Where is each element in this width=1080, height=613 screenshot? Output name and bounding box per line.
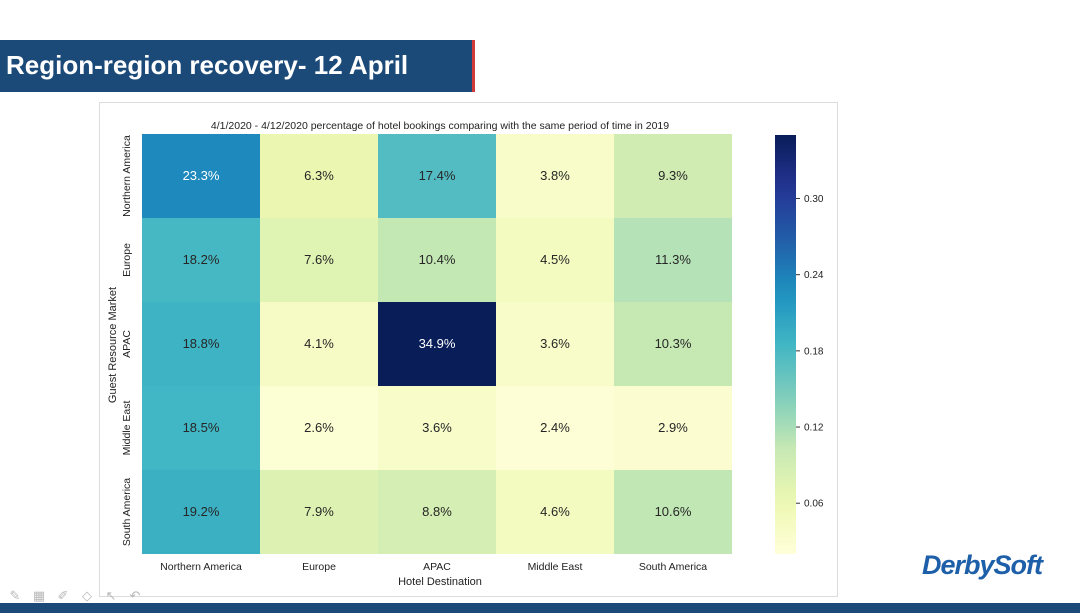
derbysoft-logo: DerbySoft bbox=[922, 550, 1043, 580]
cell-label: 34.9% bbox=[419, 336, 456, 351]
pointer-icon[interactable]: ↖ bbox=[105, 588, 117, 604]
colorbar-tick-label: 0.12 bbox=[804, 423, 824, 434]
cell-label: 7.6% bbox=[304, 252, 334, 267]
cell-label: 3.6% bbox=[540, 336, 570, 351]
x-tick-label: Northern America bbox=[160, 561, 242, 573]
slide-title: Region-region recovery- 12 April bbox=[6, 50, 409, 80]
x-tick-label: South America bbox=[639, 561, 707, 573]
heatmap-cell bbox=[496, 470, 614, 554]
colorbar-ticks: 0.06 0.12 0.18 0.24 0.30 bbox=[796, 194, 824, 510]
x-axis-label: Hotel Destination bbox=[398, 576, 482, 588]
heatmap-cell bbox=[378, 302, 496, 386]
heatmap-figure: 4/1/2020 - 4/12/2020 percentage of hotel… bbox=[99, 102, 838, 597]
heatmap-cell bbox=[378, 470, 496, 554]
heatmap-cell bbox=[496, 302, 614, 386]
colorbar-tick-label: 0.06 bbox=[804, 499, 824, 510]
undo-icon[interactable]: ↶ bbox=[129, 588, 141, 604]
cell-label: 4.5% bbox=[540, 252, 570, 267]
y-tick-label: South America bbox=[121, 478, 133, 546]
heatmap-cell bbox=[496, 218, 614, 302]
y-tick-label: APAC bbox=[121, 330, 133, 358]
heatmap-cell bbox=[378, 134, 496, 218]
heatmap-cell bbox=[614, 302, 732, 386]
cell-label: 23.3% bbox=[183, 168, 220, 183]
heatmap-cell bbox=[260, 470, 378, 554]
cell-label: 4.6% bbox=[540, 504, 570, 519]
colorbar-tick-label: 0.30 bbox=[804, 194, 824, 205]
grid-icon[interactable]: ▦ bbox=[32, 588, 46, 604]
cell-label: 6.3% bbox=[304, 168, 334, 183]
cell-label: 4.1% bbox=[304, 336, 334, 351]
heatmap-cell bbox=[378, 386, 496, 470]
cell-label: 3.6% bbox=[422, 420, 452, 435]
slide-title-bar: Region-region recovery- 12 April bbox=[0, 40, 475, 92]
chart-title: 4/1/2020 - 4/12/2020 percentage of hotel… bbox=[211, 120, 669, 132]
colorbar-tick-label: 0.24 bbox=[804, 270, 824, 281]
bottom-bar bbox=[0, 603, 1080, 613]
y-tick-labels: Northern America Europe APAC Middle East Sou… bbox=[121, 135, 133, 546]
eraser-icon[interactable]: ◇ bbox=[82, 588, 92, 604]
heatmap-cell bbox=[614, 386, 732, 470]
cell-label: 19.2% bbox=[183, 504, 220, 519]
y-axis-label: Guest Resource Market bbox=[107, 287, 119, 403]
heatmap-cell bbox=[142, 302, 260, 386]
colorbar bbox=[775, 135, 796, 554]
cell-label: 2.6% bbox=[304, 420, 334, 435]
colorbar-tick-label: 0.18 bbox=[804, 346, 824, 357]
y-tick-label: Northern America bbox=[121, 135, 133, 217]
heatmap-cell bbox=[614, 218, 732, 302]
heatmap-chart: 4/1/2020 - 4/12/2020 percentage of hotel… bbox=[107, 120, 824, 588]
cell-label: 10.3% bbox=[655, 336, 692, 351]
cell-label: 7.9% bbox=[304, 504, 334, 519]
x-tick-label: APAC bbox=[423, 561, 451, 573]
cell-label: 18.5% bbox=[183, 420, 220, 435]
heatmap-cell bbox=[614, 134, 732, 218]
cell-label: 8.8% bbox=[422, 504, 452, 519]
heatmap-cell bbox=[260, 386, 378, 470]
annotation-toolbar: ✎ ▦ ✐ ◇ ↖ ↶ bbox=[6, 588, 144, 604]
cell-label: 9.3% bbox=[658, 168, 688, 183]
heatmap-cell bbox=[260, 302, 378, 386]
heatmap-cell bbox=[142, 134, 260, 218]
x-tick-label: Europe bbox=[302, 561, 336, 573]
heatmap-cell bbox=[496, 134, 614, 218]
heatmap-cells: 23.3% 6.3% 17.4% 3.8% 9.3% 18.2% 7.6% 10.4% 4.5%… bbox=[142, 134, 732, 554]
cell-label: 18.8% bbox=[183, 336, 220, 351]
heatmap-cell bbox=[378, 218, 496, 302]
cell-label: 2.4% bbox=[540, 420, 570, 435]
y-tick-label: Europe bbox=[121, 243, 133, 277]
x-tick-label: Middle East bbox=[528, 561, 583, 573]
heatmap-cell bbox=[496, 386, 614, 470]
heatmap-cell bbox=[142, 386, 260, 470]
cell-label: 2.9% bbox=[658, 420, 688, 435]
cell-label: 11.3% bbox=[655, 252, 691, 267]
x-tick-labels: Northern America Europe APAC Middle East Sou… bbox=[160, 561, 707, 573]
cell-label: 10.4% bbox=[419, 252, 456, 267]
heatmap-cell bbox=[260, 134, 378, 218]
cell-label: 18.2% bbox=[183, 252, 220, 267]
heatmap-cell bbox=[142, 218, 260, 302]
cell-label: 17.4% bbox=[419, 168, 456, 183]
cell-label: 10.6% bbox=[655, 504, 692, 519]
marker-icon[interactable]: ✐ bbox=[57, 588, 69, 604]
heatmap-cell bbox=[260, 218, 378, 302]
heatmap-cell bbox=[142, 470, 260, 554]
heatmap-cell bbox=[614, 470, 732, 554]
cell-label: 3.8% bbox=[540, 168, 570, 183]
y-tick-label: Middle East bbox=[121, 400, 133, 455]
pen-icon[interactable]: ✎ bbox=[9, 588, 21, 604]
